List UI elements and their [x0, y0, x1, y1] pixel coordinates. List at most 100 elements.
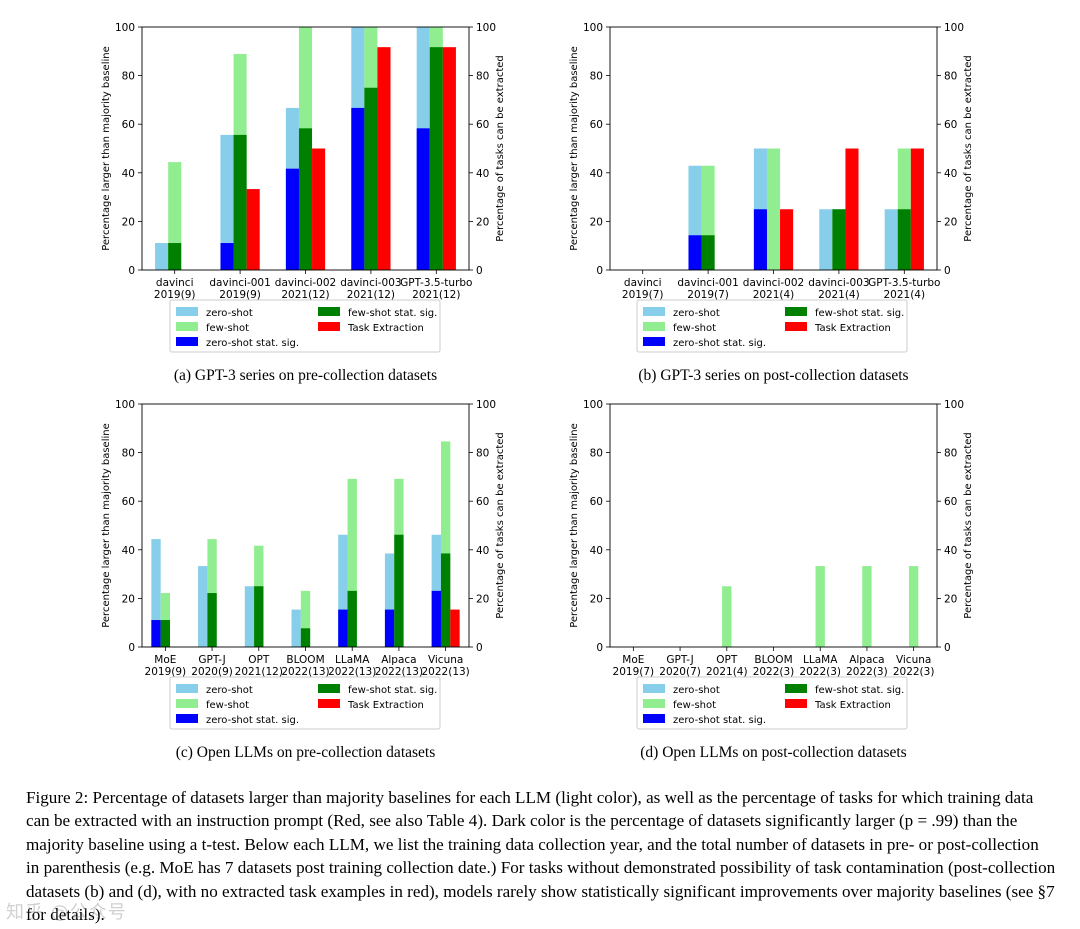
- bar-zero-shot-sig: [351, 107, 365, 270]
- y-tick-label: 20: [590, 216, 603, 228]
- y2-tick-label: 40: [476, 545, 489, 557]
- y2-tick-label: 80: [944, 71, 957, 83]
- x-tick-label: LLaMA: [803, 654, 838, 666]
- panel-subtitle: (a) GPT-3 series on pre-collection datas…: [174, 367, 437, 384]
- y-tick-label: 40: [122, 545, 135, 557]
- x-tick-year-label: 2021(12): [412, 289, 460, 301]
- y-tick-label: 60: [122, 496, 135, 508]
- legend-label: few-shot: [206, 323, 249, 334]
- legend-label: zero-shot: [673, 308, 720, 319]
- y2-axis-label: Percentage of tasks can be extracted: [495, 432, 506, 618]
- bar-zero-shot: [384, 553, 395, 647]
- y-tick-label: 60: [590, 496, 603, 508]
- x-tick-year-label: 2020(9): [191, 666, 233, 678]
- legend-label: zero-shot stat. sig.: [206, 715, 299, 726]
- y-tick-label: 0: [596, 642, 603, 654]
- bar-few-shot-sig: [160, 620, 171, 647]
- plot-frame: [609, 403, 938, 648]
- bar-zero-shot-sig: [753, 209, 767, 270]
- bar-few-shot-sig: [429, 47, 443, 270]
- legend-label: few-shot stat. sig.: [815, 685, 904, 696]
- legend-label: zero-shot: [673, 685, 720, 696]
- bar-zero-shot: [291, 609, 301, 647]
- legend-label: zero-shot stat. sig.: [206, 338, 299, 349]
- x-tick-year-label: 2021(4): [706, 666, 748, 678]
- x-tick-year-label: 2022(13): [281, 666, 329, 678]
- x-tick-year-label: 2021(12): [347, 289, 395, 301]
- bar-few-shot: [207, 539, 217, 647]
- x-tick-year-label: 2022(13): [375, 666, 423, 678]
- legend-label: zero-shot: [206, 685, 253, 696]
- bar-zero-shot: [244, 586, 255, 647]
- bar-few-shot-sig: [298, 128, 313, 270]
- y-tick-label: 100: [583, 399, 603, 411]
- x-tick-label: MoE: [622, 654, 644, 666]
- x-tick-label: davinci: [624, 277, 662, 289]
- bar-zero-shot-sig: [151, 620, 161, 647]
- x-tick-label: BLOOM: [754, 654, 792, 666]
- legend-box: [636, 676, 908, 730]
- y-tick-label: 80: [122, 71, 135, 83]
- bar-zero-shot-sig: [338, 609, 348, 647]
- y2-tick-label: 40: [476, 168, 489, 180]
- legend-swatch-zero-sig: [176, 714, 198, 723]
- bar-few-shot-sig: [347, 590, 357, 647]
- y-tick-label: 80: [122, 448, 135, 460]
- y-tick-label: 80: [590, 448, 603, 460]
- legend-label: zero-shot stat. sig.: [673, 338, 766, 349]
- bar-zero-shot: [884, 209, 898, 270]
- bar-zero-shot: [338, 534, 348, 647]
- panel-subtitle: (d) Open LLMs on post-collection dataset…: [640, 744, 906, 761]
- x-tick-year-label: 2021(4): [753, 289, 795, 301]
- y2-tick-label: 40: [944, 545, 957, 557]
- x-tick-year-label: 2019(7): [687, 289, 729, 301]
- legend-swatch-few-shot: [643, 322, 665, 331]
- x-tick-label: Alpaca: [381, 654, 416, 666]
- y-tick-label: 60: [590, 119, 603, 131]
- y-tick-label: 0: [128, 265, 135, 277]
- legend-swatch-zero-sig: [643, 337, 665, 346]
- legend-swatch-task-extraction: [785, 322, 807, 331]
- y-axis-label: Percentage larger than majority baseline: [101, 423, 112, 628]
- x-tick-label: LLaMA: [335, 654, 370, 666]
- bar-zero-shot-sig: [688, 235, 702, 270]
- bar-task-extraction: [845, 148, 859, 270]
- y2-tick-label: 20: [476, 593, 489, 605]
- y-tick-label: 0: [128, 642, 135, 654]
- legend-label: few-shot stat. sig.: [348, 308, 437, 319]
- legend-label: few-shot: [673, 323, 716, 334]
- bar-few-shot: [908, 566, 919, 647]
- bar-few-shot: [766, 148, 781, 270]
- bar-zero-shot: [155, 243, 169, 270]
- bar-few-shot: [815, 566, 825, 647]
- legend-label: zero-shot: [206, 308, 253, 319]
- bar-few-shot-sig: [207, 593, 217, 647]
- legend-label: few-shot: [206, 700, 249, 711]
- x-tick-year-label: 2021(12): [281, 289, 329, 301]
- y2-tick-label: 100: [944, 399, 964, 411]
- bar-task-extraction: [910, 148, 924, 270]
- x-tick-label: davinci-001: [677, 277, 738, 289]
- legend-swatch-few-shot: [176, 322, 198, 331]
- legend-swatch-task-extraction: [785, 699, 807, 708]
- x-tick-label: Alpaca: [849, 654, 884, 666]
- y2-tick-label: 40: [944, 168, 957, 180]
- x-tick-year-label: 2021(4): [818, 289, 860, 301]
- bar-task-extraction: [377, 47, 391, 270]
- x-tick-label: davinci-001: [209, 277, 270, 289]
- bar-zero-shot: [198, 566, 208, 647]
- y2-tick-label: 100: [476, 399, 496, 411]
- x-tick-year-label: 2022(3): [893, 666, 935, 678]
- x-tick-label: MoE: [154, 654, 176, 666]
- legend-swatch-few-shot: [643, 699, 665, 708]
- bar-few-shot-sig: [300, 628, 311, 647]
- bar-task-extraction: [246, 189, 260, 270]
- y-tick-label: 60: [122, 119, 135, 131]
- legend-label: Task Extraction: [347, 323, 424, 334]
- legend-swatch-few-sig: [318, 684, 340, 693]
- bar-zero-shot-sig: [285, 168, 299, 270]
- x-tick-year-label: 2022(3): [753, 666, 795, 678]
- figure-caption: Figure 2: Percentage of datasets larger …: [26, 788, 1056, 925]
